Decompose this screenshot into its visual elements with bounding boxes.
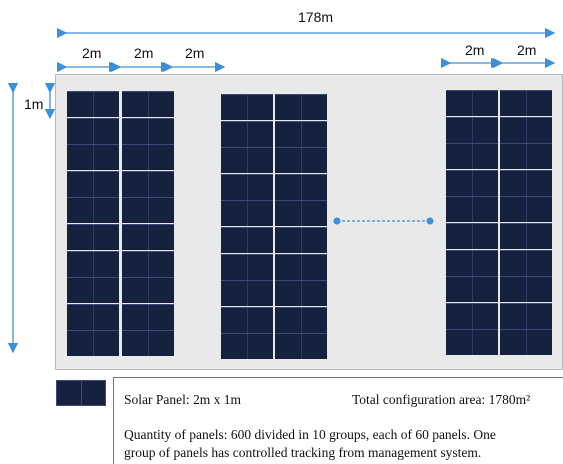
middle-group-panel [275, 280, 327, 307]
right-group-panel [446, 116, 498, 143]
left-group-panel [67, 303, 119, 330]
left-group-panel [67, 224, 119, 250]
middle-group-panel [221, 94, 273, 120]
left-group-panel [67, 197, 119, 224]
left-group-panel [122, 330, 174, 357]
right-group-panel [500, 249, 552, 276]
right-group-panel [500, 196, 552, 223]
left-group-panel [67, 91, 119, 117]
right-group-panel [446, 249, 498, 276]
left-group-panel [122, 277, 174, 304]
left-group-panel [122, 170, 174, 197]
right-group-panel [500, 116, 552, 143]
left-group-panel [67, 144, 119, 171]
legend-quantity-line1: Quantity of panels: 600 divided in 10 gr… [124, 427, 496, 442]
gap-width-label: 2m [185, 45, 205, 61]
middle-group-panel [275, 173, 327, 200]
right-group-panel [446, 329, 498, 356]
left-group-panel [122, 303, 174, 330]
right-group-panel [500, 276, 552, 303]
middle-group-panel [275, 306, 327, 333]
right-group-panel [500, 302, 552, 329]
right-group-panel [500, 169, 552, 196]
left-group-panel [122, 250, 174, 277]
right-group-panel [500, 223, 552, 249]
left-panel-width-label: 2m [82, 45, 102, 61]
middle-group-panel [221, 280, 273, 307]
right-panel-width-label: 2m [465, 42, 485, 58]
legend-box [113, 377, 563, 464]
middle-group-panel [221, 227, 273, 253]
middle-group-panel [221, 333, 273, 360]
legend-total-area: Total configuration area: 1780m² [352, 392, 531, 407]
left-panel2-width-label: 2m [134, 45, 154, 61]
middle-group-panel [221, 173, 273, 200]
left-group-panel [122, 197, 174, 224]
right-group-panel [446, 143, 498, 170]
middle-group-panel [221, 306, 273, 333]
middle-group-panel [275, 94, 327, 120]
middle-group-panel [221, 200, 273, 227]
left-group-panel [122, 91, 174, 117]
legend-quantity-line2: group of panels has controlled tracking … [124, 445, 482, 460]
right-group-panel [446, 196, 498, 223]
connection-start-dot [333, 217, 341, 225]
left-group-panel [122, 117, 174, 144]
right-group-panel [446, 169, 498, 196]
legend-panel-size: Solar Panel: 2m x 1m [124, 392, 241, 407]
right-group-panel [446, 302, 498, 329]
left-group-panel [67, 277, 119, 304]
left-group-panel [67, 170, 119, 197]
panel-height-label: 1m [24, 96, 44, 112]
right-group-panel [500, 329, 552, 356]
right-group-panel [500, 90, 552, 116]
left-group-panel [67, 330, 119, 357]
middle-group-panel [275, 120, 327, 147]
legend-panel-icon [56, 380, 106, 406]
right-group-panel [446, 223, 498, 249]
left-group-panel [122, 224, 174, 250]
left-group-panel [122, 144, 174, 171]
right-group-panel [446, 90, 498, 116]
middle-group-panel [221, 147, 273, 174]
right-panel2-width-label: 2m [517, 42, 537, 58]
middle-group-panel [275, 253, 327, 280]
middle-group-panel [221, 253, 273, 280]
left-group-panel [67, 117, 119, 144]
middle-group-panel [275, 200, 327, 227]
middle-group-panel [275, 147, 327, 174]
total-width-label: 178m [298, 9, 334, 25]
middle-group-panel [275, 227, 327, 253]
connection-end-dot [426, 217, 434, 225]
right-group-panel [446, 276, 498, 303]
middle-group-panel [221, 120, 273, 147]
middle-group-panel [275, 333, 327, 360]
left-group-panel [67, 250, 119, 277]
right-group-panel [500, 143, 552, 170]
